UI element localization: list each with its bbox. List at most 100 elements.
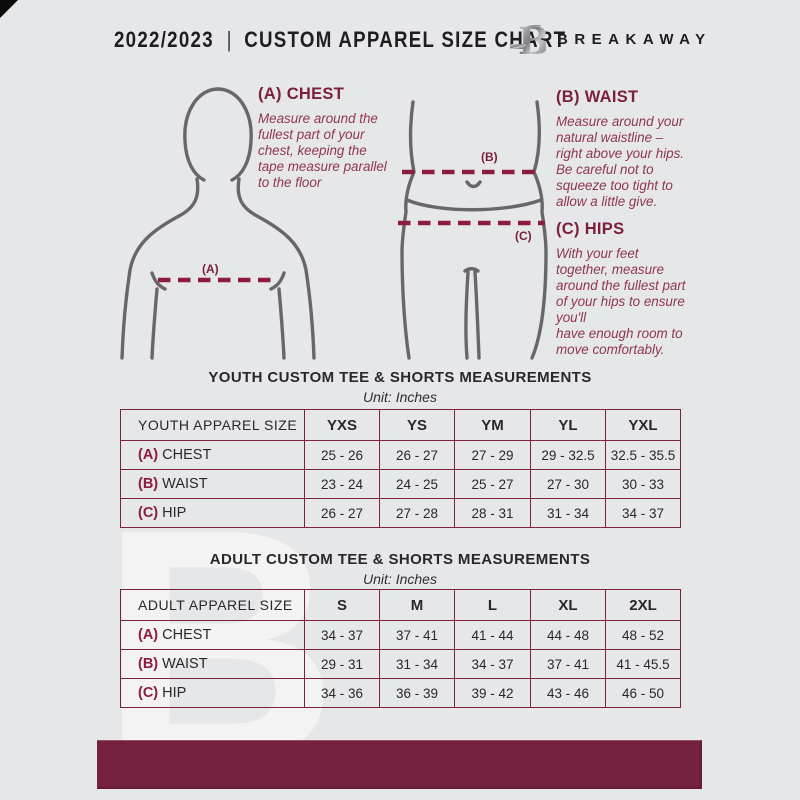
chest-description: Measure around the fullest part of your … — [258, 111, 387, 190]
measurement-cell: 25 - 26 — [304, 440, 380, 470]
row-name: WAIST — [162, 476, 208, 492]
measurement-cell: 26 - 27 — [304, 498, 380, 528]
row-name: HIP — [162, 505, 187, 521]
size-col-header: S — [304, 589, 380, 621]
size-col-header: L — [454, 589, 531, 621]
row-prefix: (C) — [138, 505, 159, 521]
chest-instructions: (A) CHEST Measure around the fullest par… — [258, 85, 418, 191]
size-col-header: 2XL — [605, 589, 681, 621]
size-col-header: YS — [379, 409, 455, 441]
measurement-cell: 34 - 36 — [304, 678, 380, 708]
waist-instructions: (B) WAIST Measure around your natural wa… — [556, 88, 714, 210]
measurement-cell: 37 - 41 — [379, 620, 455, 650]
adult-size-table: ADULT APPAREL SIZE S M L XL 2XL (A) CHES… — [120, 589, 681, 708]
table-row-chest: (A) CHEST 25 - 26 26 - 27 27 - 29 29 - 3… — [120, 440, 681, 470]
measurement-cell: 46 - 50 — [605, 678, 681, 708]
size-col-header: YM — [454, 409, 531, 441]
row-prefix: (C) — [138, 685, 159, 701]
measurement-cell: 34 - 37 — [304, 620, 380, 650]
row-name: CHEST — [162, 627, 212, 643]
chest-diagram — [120, 87, 316, 360]
row-name: WAIST — [162, 656, 208, 672]
measurement-cell: 23 - 24 — [304, 469, 380, 499]
measurement-cell: 26 - 27 — [379, 440, 455, 470]
size-col-header: YL — [530, 409, 606, 441]
youth-size-table: YOUTH APPAREL SIZE YXS YS YM YL YXL (A) … — [120, 409, 681, 528]
table-row-waist: (B) WAIST 29 - 31 31 - 34 34 - 37 37 - 4… — [120, 649, 681, 679]
measurement-cell: 43 - 46 — [530, 678, 606, 708]
row-prefix: (A) — [138, 627, 159, 643]
youth-first-col-header: YOUTH APPAREL SIZE — [120, 409, 305, 441]
masthead-divider: | — [226, 27, 232, 52]
waist-description: Measure around your natural waistline – … — [556, 114, 685, 209]
breakaway-logo-icon: B — [507, 18, 549, 63]
measurement-cell: 29 - 31 — [304, 649, 380, 679]
adult-first-col-header: ADULT APPAREL SIZE — [120, 589, 305, 621]
measurement-cell: 34 - 37 — [605, 498, 681, 528]
youth-table-title: YOUTH CUSTOM TEE & SHORTS MEASUREMENTS — [208, 369, 592, 386]
measurement-cell: 31 - 34 — [379, 649, 455, 679]
masthead: 2022/2023 | CUSTOM APPAREL SIZE CHART — [114, 27, 566, 53]
waist-line-label: (B) — [481, 150, 498, 164]
adult-table-header: ADULT CUSTOM TEE & SHORTS MEASUREMENTS U… — [120, 551, 680, 587]
row-prefix: (A) — [138, 447, 159, 463]
brand-name: BREAKAWAY — [557, 31, 712, 48]
measurement-cell: 27 - 29 — [454, 440, 531, 470]
youth-table-header: YOUTH CUSTOM TEE & SHORTS MEASUREMENTS U… — [120, 369, 680, 405]
measurement-cell: 30 - 33 — [605, 469, 681, 499]
measurement-cell: 34 - 37 — [454, 649, 531, 679]
row-prefix: (B) — [138, 476, 159, 492]
measurement-cell: 41 - 44 — [454, 620, 531, 650]
measurement-cell: 48 - 52 — [605, 620, 681, 650]
size-col-header: XL — [530, 589, 606, 621]
row-prefix: (B) — [138, 656, 159, 672]
measurement-cell: 24 - 25 — [379, 469, 455, 499]
adult-table-unit: Unit: Inches — [363, 571, 437, 587]
table-row-chest: (A) CHEST 34 - 37 37 - 41 41 - 44 44 - 4… — [120, 620, 681, 650]
row-label: (B) WAIST — [120, 649, 305, 679]
svg-text:B: B — [518, 19, 546, 62]
youth-header-row: YOUTH APPAREL SIZE YXS YS YM YL YXL — [120, 409, 681, 441]
measurement-cell: 25 - 27 — [454, 469, 531, 499]
row-label: (C) HIP — [120, 498, 305, 528]
measurement-cell: 44 - 48 — [530, 620, 606, 650]
youth-table-unit: Unit: Inches — [363, 389, 437, 405]
row-name: HIP — [162, 685, 187, 701]
measurement-cell: 36 - 39 — [379, 678, 455, 708]
table-row-hip: (C) HIP 26 - 27 27 - 28 28 - 31 31 - 34 … — [120, 498, 681, 528]
waist-hips-diagram — [398, 100, 548, 360]
hips-line-label: (C) — [515, 229, 532, 243]
chest-heading: (A) CHEST — [258, 85, 345, 103]
logo-b-icon: B — [507, 19, 549, 63]
chest-line-label: (A) — [202, 262, 219, 276]
waist-heading: (B) WAIST — [556, 88, 639, 106]
measurement-cell: 41 - 45.5 — [605, 649, 681, 679]
measurement-cell: 27 - 28 — [379, 498, 455, 528]
hips-description: With your feet together, measure around … — [556, 246, 686, 357]
row-label: (A) CHEST — [120, 620, 305, 650]
measurement-cell: 37 - 41 — [530, 649, 606, 679]
table-row-waist: (B) WAIST 23 - 24 24 - 25 25 - 27 27 - 3… — [120, 469, 681, 499]
size-col-header: YXL — [605, 409, 681, 441]
size-col-header: M — [379, 589, 455, 621]
adult-table-title: ADULT CUSTOM TEE & SHORTS MEASUREMENTS — [209, 551, 591, 568]
measurement-cell: 31 - 34 — [530, 498, 606, 528]
hips-instructions: (C) HIPS With your feet together, measur… — [556, 220, 718, 358]
row-name: CHEST — [162, 447, 212, 463]
measurement-cell: 27 - 30 — [530, 469, 606, 499]
measurement-cell: 39 - 42 — [454, 678, 531, 708]
measurement-cell: 28 - 31 — [454, 498, 531, 528]
measurement-cell: 29 - 32.5 — [530, 440, 606, 470]
row-label: (B) WAIST — [120, 469, 305, 499]
table-row-hip: (C) HIP 34 - 36 36 - 39 39 - 42 43 - 46 … — [120, 678, 681, 708]
size-col-header: YXS — [304, 409, 380, 441]
row-label: (C) HIP — [120, 678, 305, 708]
row-label: (A) CHEST — [120, 440, 305, 470]
measurement-cell: 32.5 - 35.5 — [605, 440, 681, 470]
season-label: 2022/2023 — [114, 27, 214, 52]
footer-accent-bar — [97, 740, 702, 789]
hips-heading: (C) HIPS — [556, 220, 625, 238]
adult-header-row: ADULT APPAREL SIZE S M L XL 2XL — [120, 589, 681, 621]
